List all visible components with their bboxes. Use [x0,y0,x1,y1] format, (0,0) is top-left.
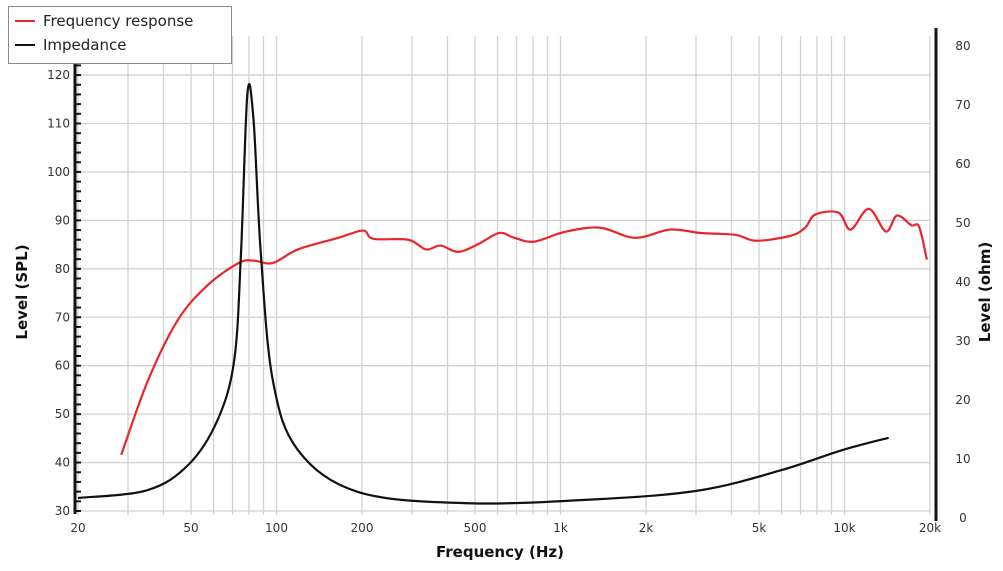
y-tick-label: 30 [55,504,70,518]
x-tick-label: 100 [265,521,288,535]
axes [73,28,938,521]
y2-tick-label: 50 [955,216,970,230]
y2-tick-label: 60 [955,157,970,171]
x-tick-label: 200 [351,521,374,535]
y2-tick-label: 40 [955,275,970,289]
y2-tick-label: 70 [955,98,970,112]
x-tick-label: 1k [553,521,568,535]
y2-axis-title: Level (ohm) [976,242,994,342]
impedance-line [77,83,889,505]
legend: Frequency response Impedance [8,6,232,64]
legend-item-frequency-response: Frequency response [15,12,193,30]
x-tick-label: 2k [639,521,654,535]
legend-swatch-black [15,44,35,46]
y-tick-label: 60 [55,359,70,373]
y2-tick-label: 30 [955,334,970,348]
frequency-response-line [120,207,928,456]
x-tick-label: 20k [919,521,941,535]
y2-tick-label: 80 [955,39,970,53]
x-tick-label: 10k [833,521,855,535]
y-tick-label: 100 [47,165,70,179]
y-tick-label: 80 [55,262,70,276]
legend-item-impedance: Impedance [15,36,126,54]
tick-labels: 20 50 100 200 500 1k 2k 5k 10k 20k304050607080901… [47,39,971,535]
x-tick-label: 5k [752,521,767,535]
y-tick-label: 70 [55,310,70,324]
y2-tick-label: 0 [959,511,967,525]
y2-tick-label: 20 [955,393,970,407]
y-tick-label: 50 [55,407,70,421]
x-tick-label: 500 [464,521,487,535]
legend-swatch-red [15,20,35,22]
legend-label: Impedance [43,36,127,54]
x-tick-label: 20 [70,521,85,535]
y-tick-label: 120 [47,68,70,82]
series-group [77,83,928,505]
x-tick-label: 50 [183,521,198,535]
y-tick-label: 90 [55,213,70,227]
y-tick-label: 110 [47,117,70,131]
y-axis-title: Level (SPL) [13,244,31,339]
legend-label: Frequency response [43,12,194,30]
grid [77,36,931,515]
y2-tick-label: 10 [955,452,970,466]
y-tick-label: 40 [55,456,70,470]
x-axis-title: Frequency (Hz) [436,543,564,561]
